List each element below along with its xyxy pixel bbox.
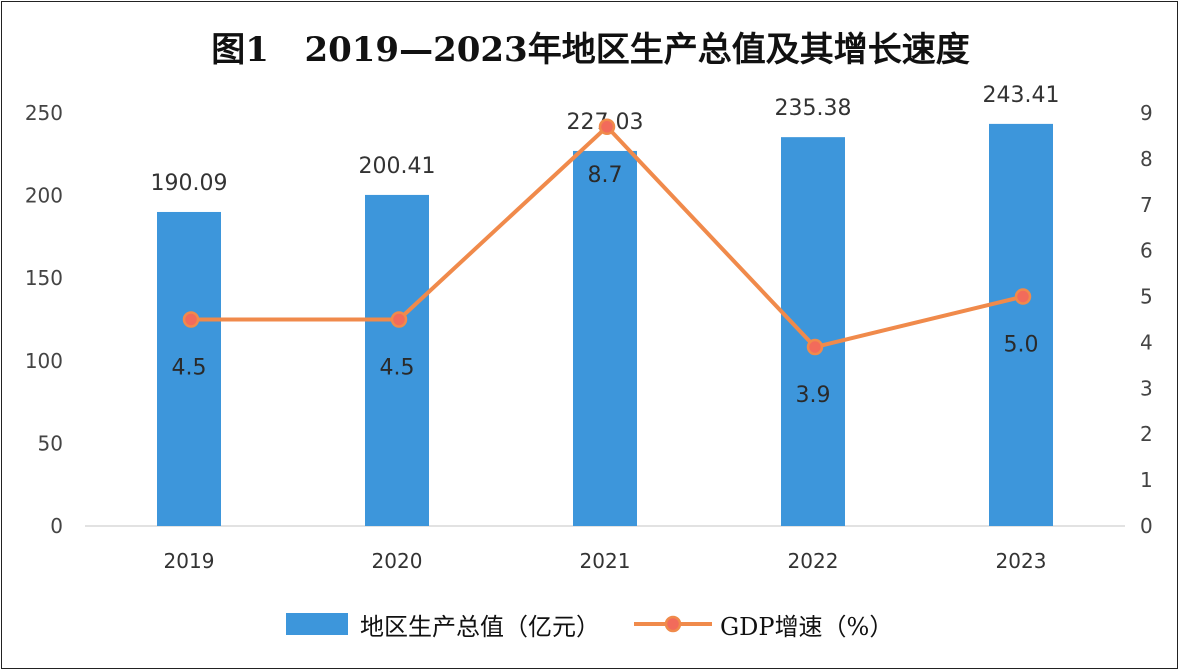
left-axis-tick-label: 150 (25, 266, 63, 290)
right-axis: 0 1 2 3 4 5 6 7 8 9 (1140, 101, 1153, 538)
legend-bar-label: 地区生产总值（亿元） (360, 613, 600, 641)
x-tick-label: 2022 (788, 549, 839, 573)
x-tick-label: 2019 (164, 549, 215, 573)
right-axis-tick-label: 6 (1140, 239, 1153, 263)
growth-point-2020 (390, 311, 408, 328)
left-axis-tick-label: 0 (50, 514, 63, 538)
bar-value-label: 200.41 (359, 154, 436, 179)
x-tick-labels: 2019 2020 2021 2022 2023 (164, 549, 1047, 573)
legend-line-marker (664, 615, 682, 633)
legend-bar-swatch (286, 613, 348, 635)
x-tick-label: 2023 (996, 549, 1047, 573)
growth-point-2022 (806, 338, 824, 356)
left-axis-tick-label: 100 (25, 349, 63, 373)
line-data-labels: 4.5 4.5 8.7 3.9 5.0 (172, 163, 1039, 408)
bar-value-label: 243.41 (983, 83, 1060, 108)
legend-line-label: GDP增速（%） (720, 613, 893, 641)
right-axis-tick-label: 4 (1140, 330, 1153, 354)
bar-2020 (365, 194, 429, 527)
growth-point-2023 (1014, 288, 1032, 305)
left-axis-tick-label: 200 (25, 184, 63, 208)
bar-series (157, 123, 1053, 527)
growth-value-label: 4.5 (172, 356, 207, 381)
right-axis-tick-label: 3 (1140, 376, 1153, 400)
growth-value-label: 4.5 (380, 356, 415, 381)
left-axis-tick-label: 50 (38, 431, 63, 455)
bar-2019 (157, 211, 221, 526)
bar-value-label: 235.38 (775, 96, 852, 121)
right-axis-tick-label: 8 (1140, 147, 1153, 171)
right-axis-tick-label: 0 (1140, 514, 1153, 538)
chart-title: 图1 2019—2023年地区生产总值及其增长速度 (211, 30, 970, 70)
bar-2022 (781, 137, 845, 527)
bar-value-label: 190.09 (151, 171, 228, 196)
right-axis-tick-label: 7 (1140, 193, 1153, 217)
bar-2023 (989, 123, 1053, 526)
right-axis-tick-label: 5 (1140, 285, 1153, 309)
growth-value-label: 3.9 (796, 383, 831, 408)
right-axis-tick-label: 2 (1140, 422, 1153, 446)
growth-point-2021 (598, 118, 616, 136)
growth-value-label: 8.7 (588, 163, 623, 188)
line-series (182, 118, 1032, 356)
x-tick-label: 2020 (372, 549, 423, 573)
left-axis: 0 50 100 150 200 250 (25, 101, 63, 538)
bar-2021 (573, 150, 637, 526)
x-tick-label: 2021 (580, 549, 631, 573)
growth-point-2019 (182, 311, 200, 328)
right-axis-tick-label: 1 (1140, 468, 1153, 492)
legend: 地区生产总值（亿元） GDP增速（%） (286, 613, 893, 641)
growth-value-label: 5.0 (1004, 333, 1039, 358)
right-axis-tick-label: 9 (1140, 101, 1153, 125)
left-axis-tick-label: 250 (25, 101, 63, 125)
